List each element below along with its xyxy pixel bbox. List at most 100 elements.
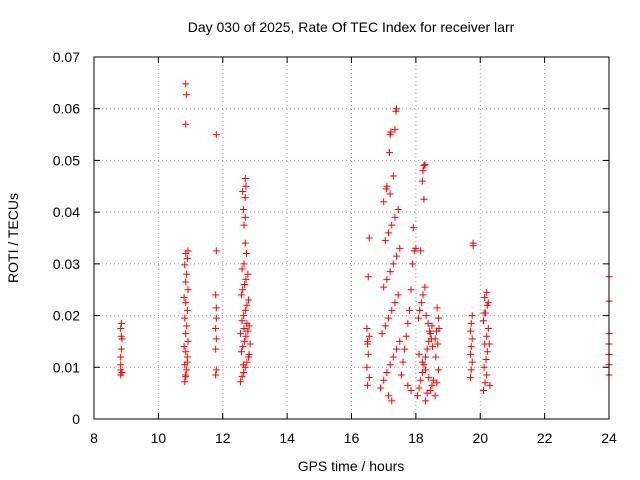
x-tick-label: 18 — [408, 430, 424, 446]
data-point — [376, 384, 384, 392]
data-point — [467, 343, 475, 351]
y-tick-label: 0.01 — [53, 359, 80, 375]
data-point — [241, 337, 249, 345]
data-point — [117, 332, 125, 340]
data-point — [393, 345, 401, 353]
data-point — [244, 270, 252, 278]
data-point — [468, 335, 476, 343]
data-point — [364, 273, 372, 281]
x-tick-labels: 8 10 12 14 16 18 20 22 24 — [90, 430, 617, 446]
data-point — [184, 247, 192, 255]
data-point — [425, 327, 433, 335]
data-point — [386, 190, 394, 198]
data-point — [467, 366, 475, 374]
data-point — [484, 299, 492, 307]
data-point — [422, 397, 430, 405]
data-point — [434, 340, 442, 348]
data-point — [380, 283, 388, 291]
y-tick-label: 0.05 — [53, 152, 80, 168]
data-point — [240, 221, 248, 229]
data-point — [393, 252, 401, 260]
data-point — [182, 80, 190, 88]
data-point — [239, 206, 247, 214]
data-point — [380, 198, 388, 206]
data-point — [364, 381, 372, 389]
data-point — [239, 286, 247, 294]
data-point — [380, 376, 388, 384]
data-point — [394, 206, 402, 214]
data-point — [242, 275, 250, 283]
data-point — [422, 366, 430, 374]
x-tick-label: 22 — [537, 430, 553, 446]
data-point — [238, 265, 246, 273]
data-point — [413, 392, 421, 400]
data-point — [183, 358, 191, 366]
data-point — [396, 337, 404, 345]
data-point — [385, 229, 393, 237]
data-point — [418, 299, 426, 307]
data-point — [212, 371, 220, 379]
data-point — [243, 250, 251, 258]
data-point — [480, 363, 488, 371]
data-point — [212, 366, 220, 374]
data-point — [391, 299, 399, 307]
data-point — [242, 182, 250, 190]
data-point — [389, 260, 397, 268]
data-point — [381, 322, 389, 330]
data-point — [182, 278, 190, 286]
data-point — [485, 340, 493, 348]
data-point — [181, 378, 189, 386]
data-point — [238, 373, 246, 381]
data-point — [388, 397, 396, 405]
data-point — [481, 379, 489, 387]
data-point — [434, 314, 442, 322]
data-point — [239, 343, 247, 351]
x-tick-label: 10 — [151, 430, 167, 446]
data-point — [420, 162, 428, 170]
data-point — [482, 356, 490, 364]
data-point — [431, 335, 439, 343]
data-point — [479, 317, 487, 325]
data-point — [480, 309, 488, 317]
data-point — [432, 353, 440, 361]
data-point — [404, 381, 412, 389]
data-point — [243, 301, 251, 309]
data-point — [117, 345, 125, 353]
data-point — [419, 291, 427, 299]
data-point — [396, 244, 404, 252]
grid-lines — [94, 57, 609, 419]
data-point — [467, 327, 475, 335]
data-point — [386, 268, 394, 276]
data-point — [388, 221, 396, 229]
data-point — [212, 335, 220, 343]
data-point — [181, 371, 189, 379]
data-point — [245, 350, 253, 358]
data-point — [117, 319, 125, 327]
data-point — [184, 286, 192, 294]
data-point — [183, 366, 191, 374]
data-point — [402, 332, 410, 340]
data-point — [117, 353, 125, 361]
y-tick-label: 0.04 — [53, 204, 80, 220]
data-point — [391, 125, 399, 133]
data-point — [415, 350, 423, 358]
x-tick-label: 14 — [279, 430, 295, 446]
data-point — [236, 330, 244, 338]
data-point — [483, 332, 491, 340]
data-point — [381, 237, 389, 245]
data-point — [241, 306, 249, 314]
data-point — [240, 325, 248, 332]
data-point — [117, 325, 125, 332]
data-point — [240, 260, 248, 268]
data-point — [241, 281, 249, 289]
data-point — [421, 283, 429, 291]
data-point — [212, 291, 220, 299]
data-point — [385, 392, 393, 400]
axis-ticks — [93, 56, 610, 420]
data-point — [389, 353, 397, 361]
data-point — [363, 363, 371, 371]
data-point — [417, 376, 425, 384]
data-point — [424, 319, 432, 327]
data-point — [469, 239, 477, 247]
data-point — [385, 314, 393, 322]
